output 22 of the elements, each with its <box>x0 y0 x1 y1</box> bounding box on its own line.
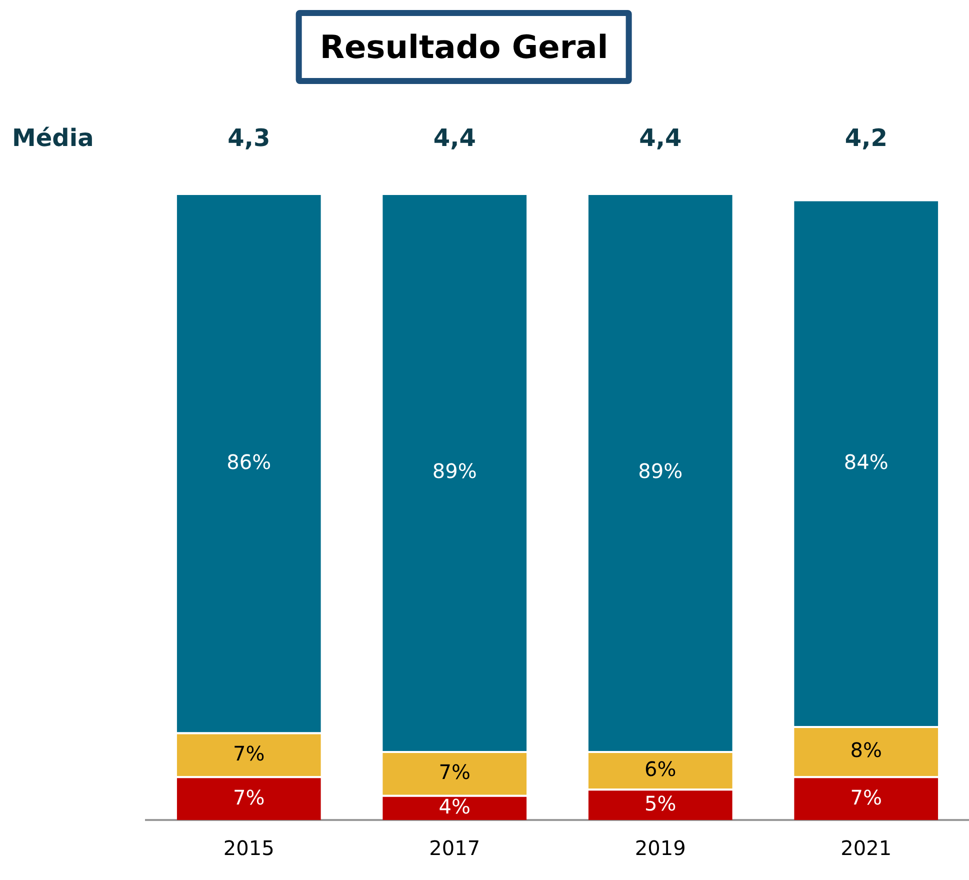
data-label: 84% <box>844 450 888 474</box>
data-label: 89% <box>638 459 683 484</box>
x-tick-label: 2015 <box>223 836 274 860</box>
text: 4,4 <box>433 124 476 152</box>
data-label: 8% <box>850 738 882 762</box>
data-label: 6% <box>644 757 676 782</box>
text: 4,2 <box>844 124 888 152</box>
data-label: 4% <box>438 794 470 819</box>
text: 4,4 <box>639 124 682 152</box>
data-label: 89% <box>432 459 477 484</box>
data-label: 7% <box>438 760 470 784</box>
x-tick-label: 2019 <box>634 836 686 860</box>
text: Média <box>12 124 94 152</box>
data-label: 7% <box>233 741 265 766</box>
x-tick-label: 2021 <box>840 836 892 860</box>
data-label: 86% <box>226 450 272 474</box>
text: 4,3 <box>228 124 270 152</box>
x-tick-label: 2017 <box>429 836 480 860</box>
data-label: 5% <box>644 792 676 816</box>
data-label: 7% <box>850 785 882 810</box>
chart-title: Resultado Geral <box>296 10 632 84</box>
data-label: 7% <box>233 785 265 810</box>
